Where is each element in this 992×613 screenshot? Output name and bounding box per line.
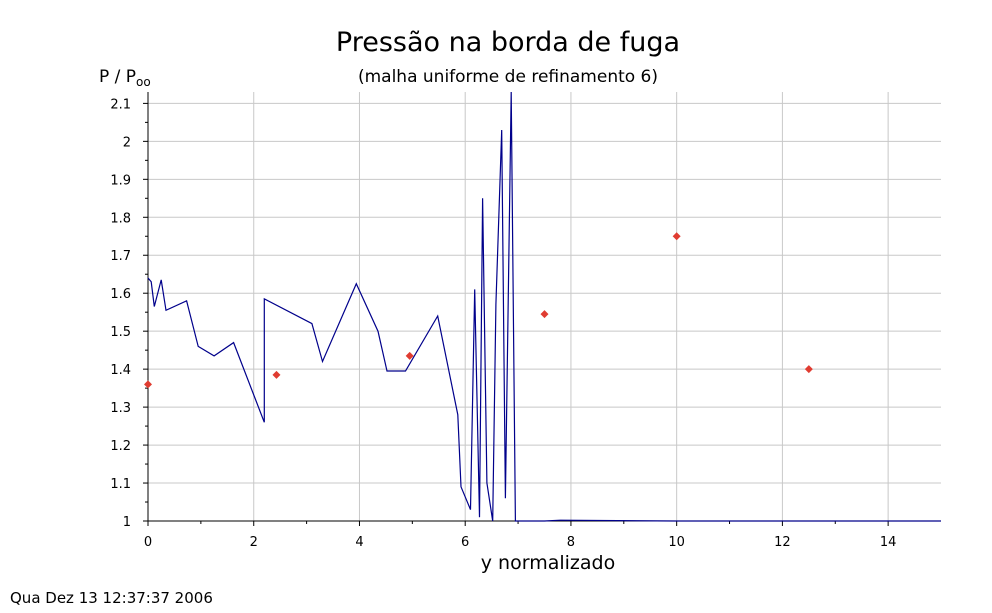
x-tick-label: 10 [668,535,685,550]
y-tick-label: 1.4 [110,363,131,378]
y-tick-label: 1.1 [110,477,131,492]
x-tick-label: 4 [355,535,363,550]
y-axis-label-main: P / P [99,67,136,87]
y-tick-label: 2 [123,135,131,150]
axes-layer: 0 2 4 6 8 10 12 14 1 1.1 1.2 1.3 1.4 1.5 1.6 1.7 1.8 1.9 2… [110,92,941,550]
y-tick-label: 1 [123,515,131,530]
x-tick-label: 2 [250,535,258,550]
data-point-marker [672,232,681,241]
x-tick-label: 12 [774,535,791,550]
y-tick-label: 1.5 [110,325,131,340]
y-tick-label: 1.2 [110,439,131,454]
series-layer [144,91,941,522]
pressure-line [147,91,941,522]
y-tick-label: 1.7 [110,249,131,264]
data-point-marker [804,365,813,374]
timestamp: Qua Dez 13 12:37:37 2006 [10,589,213,607]
x-tick-label: 8 [567,535,575,550]
grid-layer [147,92,941,522]
chart-subtitle: (malha uniforme de refinamento 6) [358,67,658,87]
y-axis-label: P / Poo [99,67,151,89]
x-tick-label: 0 [144,535,152,550]
y-axis-label-sub: oo [136,75,151,89]
data-point-marker [405,351,414,360]
y-tick-label: 1.3 [110,401,131,416]
x-axis-label: y normalizado [481,552,615,574]
data-point-marker [272,370,281,379]
y-tick-label: 1.8 [110,211,131,226]
y-tick-label: 1.6 [110,287,131,302]
y-tick-label: 1.9 [110,173,131,188]
x-tick-label: 14 [880,535,897,550]
data-point-marker [144,380,152,389]
x-tick-label: 6 [461,535,469,550]
chart-title: Pressão na borda de fuga [336,27,680,58]
data-point-marker [540,310,549,319]
y-tick-label: 2.1 [110,97,131,112]
